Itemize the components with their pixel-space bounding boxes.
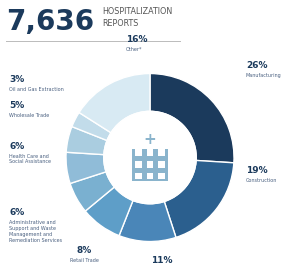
- FancyBboxPatch shape: [135, 161, 142, 168]
- FancyBboxPatch shape: [147, 173, 153, 179]
- Text: 26%: 26%: [246, 61, 268, 70]
- Text: Wholesale Trade: Wholesale Trade: [9, 113, 49, 119]
- FancyBboxPatch shape: [158, 149, 165, 156]
- Wedge shape: [70, 172, 114, 211]
- Circle shape: [104, 111, 196, 204]
- FancyBboxPatch shape: [158, 161, 165, 168]
- FancyBboxPatch shape: [158, 173, 165, 179]
- Text: Retail Trade: Retail Trade: [70, 258, 98, 263]
- Text: 6%: 6%: [9, 142, 24, 151]
- Text: 5%: 5%: [9, 101, 24, 111]
- Text: Manufacturing: Manufacturing: [246, 73, 282, 78]
- Wedge shape: [119, 201, 176, 242]
- Text: Administrative and
Support and Waste
Management and
Remediation Services: Administrative and Support and Waste Man…: [9, 220, 62, 243]
- Text: 7,636: 7,636: [6, 8, 94, 36]
- FancyBboxPatch shape: [135, 173, 142, 179]
- Wedge shape: [66, 127, 107, 155]
- Wedge shape: [85, 187, 133, 236]
- Text: +: +: [144, 132, 156, 147]
- Wedge shape: [164, 160, 234, 237]
- Text: 11%: 11%: [151, 256, 173, 265]
- FancyBboxPatch shape: [147, 161, 153, 168]
- Wedge shape: [150, 73, 234, 163]
- Wedge shape: [79, 73, 150, 133]
- Text: 3%: 3%: [9, 75, 24, 84]
- Text: 8%: 8%: [76, 246, 92, 255]
- Text: Construction: Construction: [246, 178, 278, 183]
- Text: 16%: 16%: [126, 35, 148, 44]
- Text: 6%: 6%: [9, 208, 24, 217]
- Wedge shape: [66, 152, 106, 183]
- Text: Health Care and
Social Assistance: Health Care and Social Assistance: [9, 154, 51, 164]
- FancyBboxPatch shape: [147, 149, 153, 156]
- Wedge shape: [72, 112, 111, 140]
- Text: 19%: 19%: [246, 166, 268, 175]
- FancyBboxPatch shape: [135, 149, 142, 156]
- Text: Oil and Gas Extraction: Oil and Gas Extraction: [9, 87, 64, 92]
- Text: Other*: Other*: [126, 47, 142, 52]
- FancyBboxPatch shape: [131, 149, 169, 181]
- Text: HOSPITALIZATION
REPORTS: HOSPITALIZATION REPORTS: [102, 7, 172, 28]
